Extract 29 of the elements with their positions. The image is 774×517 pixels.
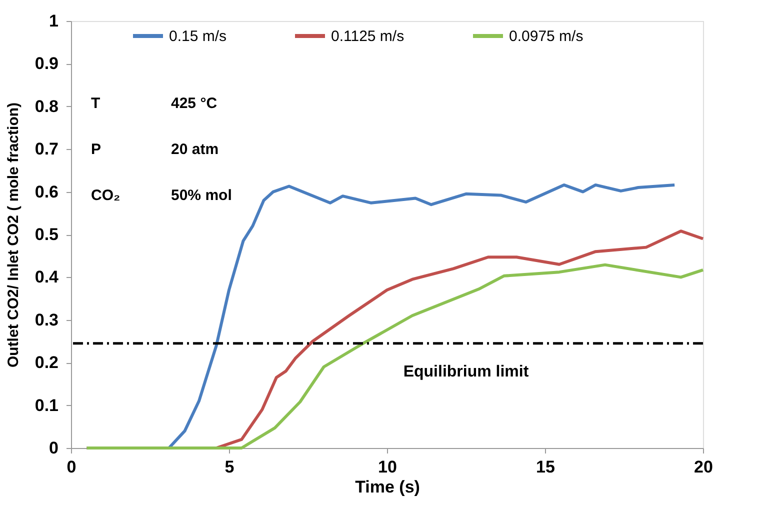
y-tick-label: 0.1 (34, 396, 58, 415)
x-tick-label: 5 (224, 458, 234, 476)
annotation: 425 °C (171, 95, 218, 112)
ref-line-label: Equilibrium limit (403, 363, 530, 380)
legend-label: 0.1125 m/s (331, 28, 404, 45)
y-tick-label: 0.3 (34, 310, 58, 330)
legend-label: 0.0975 m/s (509, 28, 584, 45)
annotation: P (91, 141, 102, 158)
y-tick-label: 0.5 (34, 225, 58, 244)
x-tick-label: 0 (66, 458, 76, 476)
y-axis-title: Outlet CO2/ Inlet CO2 ( mole fraction) (4, 102, 22, 368)
annotation: 50% mol (171, 187, 232, 204)
y-tick-label: 0.4 (34, 268, 60, 287)
annotation: T (91, 95, 100, 112)
x-tick-label: 20 (694, 458, 713, 476)
y-tick-label: 0.2 (34, 353, 58, 372)
y-tick-label: 0.7 (34, 140, 58, 159)
y-tick-label: 1 (49, 12, 58, 30)
annotation: 20 atm (171, 141, 219, 158)
y-tick-label: 0.8 (34, 96, 58, 116)
line-series (85, 263, 704, 450)
x-tick-label: 10 (378, 458, 397, 476)
x-tick-label: 15 (536, 458, 555, 476)
legend-label: 0.15 m/s (169, 28, 227, 45)
x-axis-title: Time (s) (355, 478, 420, 496)
y-tick-label: 0 (49, 438, 58, 458)
y-tick-label: 0.9 (34, 54, 58, 74)
annotation: CO₂ (91, 187, 120, 204)
y-tick-label: 0.6 (34, 182, 58, 202)
